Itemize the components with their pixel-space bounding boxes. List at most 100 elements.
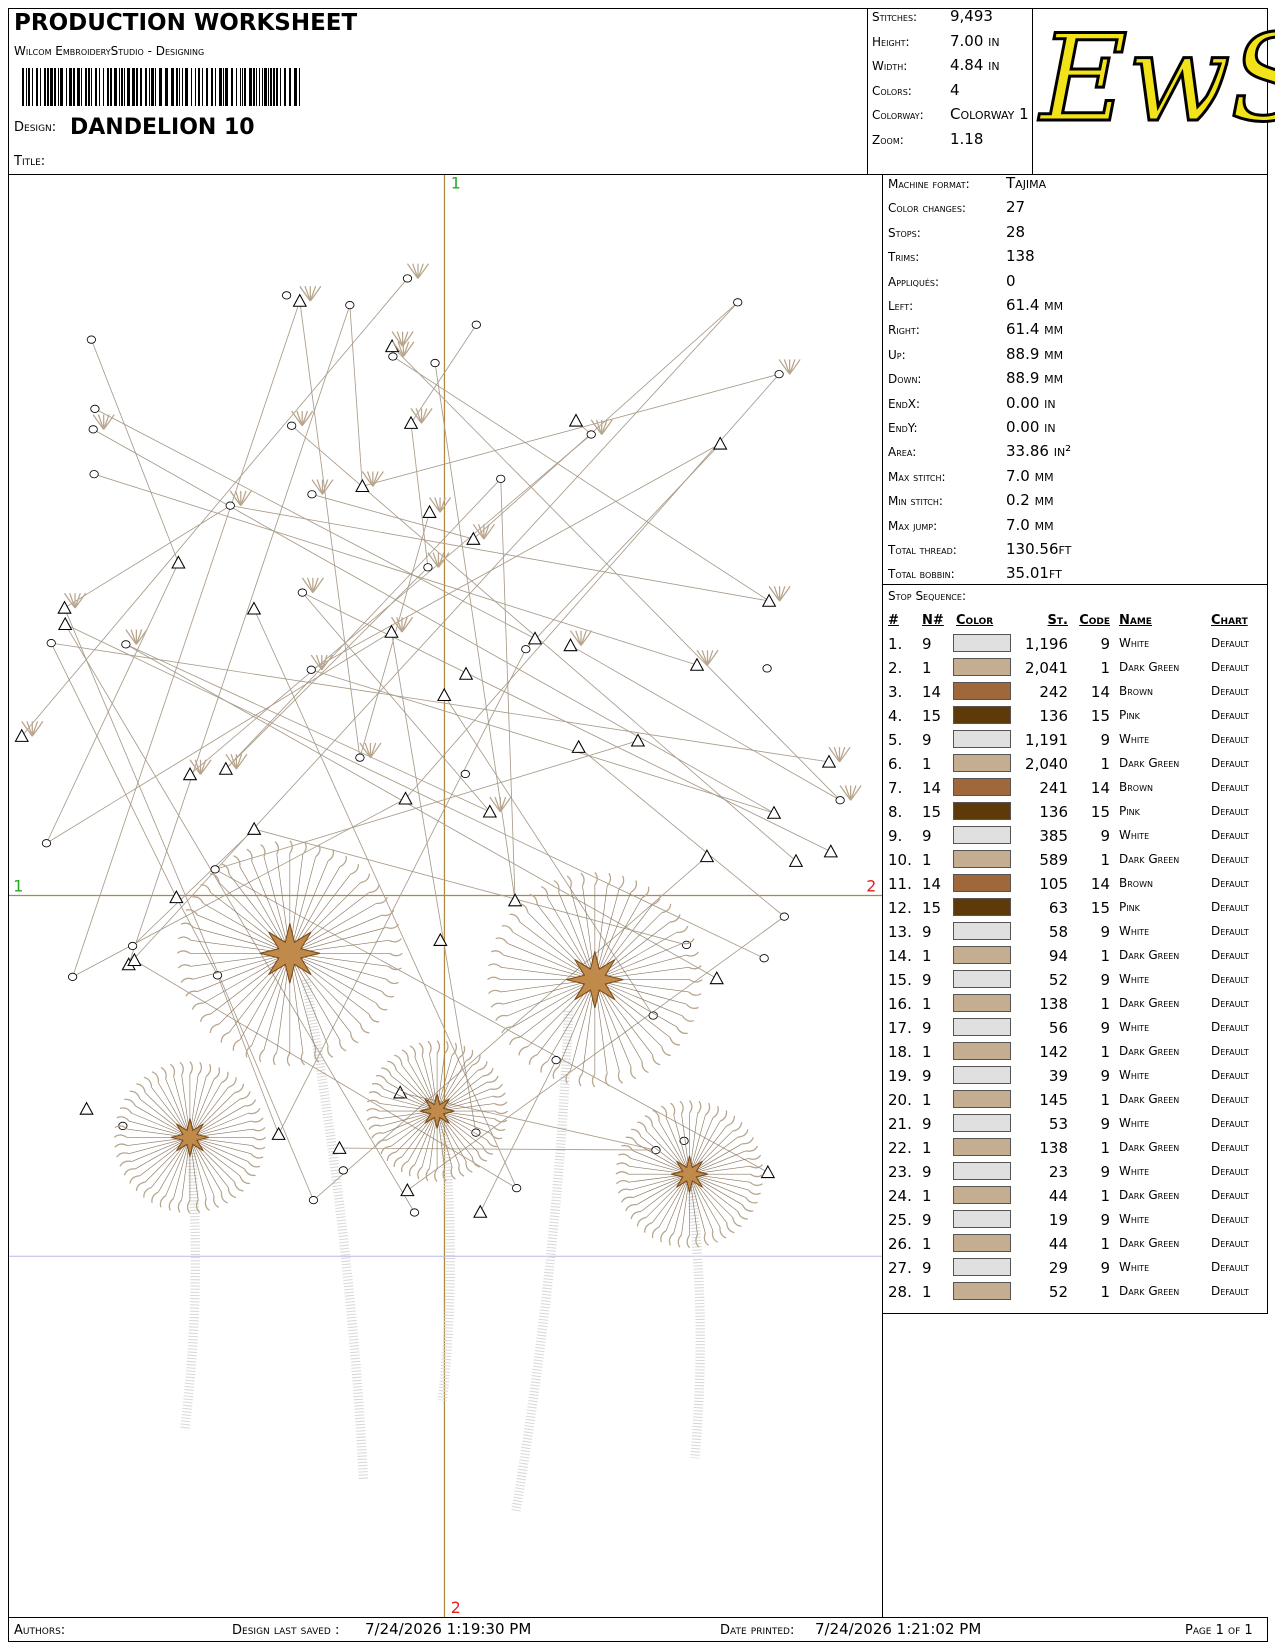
seed-tuft	[688, 991, 702, 996]
seed-tuft	[160, 1066, 167, 1080]
cell-needle: 14	[922, 875, 942, 893]
seed-stalk	[381, 1095, 438, 1112]
seed-stalk	[630, 1158, 690, 1175]
seed-tuft	[434, 497, 441, 513]
cell-needle: 14	[922, 683, 942, 701]
info-label: Color changes:	[888, 201, 966, 216]
title: PRODUCTION WORKSHEET	[14, 10, 358, 36]
jump-line	[51, 642, 830, 763]
barcode-bar	[185, 68, 188, 106]
seed-tuft	[749, 1181, 763, 1187]
seed-tuft	[652, 1109, 660, 1122]
seed-stalk	[594, 979, 620, 1072]
stop-marker	[218, 761, 234, 775]
barcode-bar	[145, 68, 147, 106]
seed-stalk	[263, 856, 291, 954]
cell-num: 22.	[888, 1139, 912, 1157]
seed-tuft	[487, 976, 501, 981]
info-value: 61.4 mm	[1006, 296, 1064, 314]
seed-stalk	[128, 1137, 190, 1155]
barcode-bar	[127, 68, 130, 106]
stop-marker	[182, 767, 198, 781]
seed-stalk	[189, 1137, 249, 1162]
seed-stalk	[689, 1174, 714, 1231]
seed-stalk	[135, 1137, 191, 1170]
color-swatch	[953, 874, 1011, 892]
seed-tuft	[660, 1230, 667, 1243]
cell-stitches: 2,040	[1025, 755, 1068, 773]
seed-tuft	[494, 1101, 508, 1106]
jump-line	[407, 916, 785, 1191]
seed-stalk	[189, 1112, 249, 1138]
seed-tuft	[368, 1124, 382, 1130]
jump-line	[500, 478, 516, 901]
design-canvas: 1 1 2 2	[9, 175, 882, 1617]
trim-marker	[586, 430, 596, 439]
cell-needle: 15	[922, 803, 942, 821]
info-label: Area:	[888, 445, 917, 460]
jump-line	[175, 897, 218, 976]
seed-stalk	[636, 1143, 690, 1175]
seed-tuft	[143, 1186, 152, 1198]
barcode-bar	[223, 68, 224, 106]
seed-stalk	[436, 1060, 467, 1112]
seed-tuft	[304, 286, 311, 302]
stat-label: Colorway:	[872, 108, 924, 122]
cell-num: 26.	[888, 1235, 912, 1253]
seed-tuft	[239, 1091, 251, 1100]
seed-tuft	[706, 649, 719, 666]
cell-needle: 9	[922, 1259, 932, 1277]
seed-stalk	[436, 1081, 488, 1112]
seed-tuft	[31, 721, 39, 737]
cell-needle: 9	[922, 971, 932, 989]
seed-stalk	[381, 1110, 438, 1127]
cell-name: White	[1119, 636, 1150, 650]
barcode-bar	[264, 68, 267, 106]
seed-tuft	[575, 630, 582, 646]
barcode-bar	[284, 68, 286, 106]
trim-marker	[338, 1166, 348, 1175]
jump-line	[72, 300, 301, 978]
seed-stalk	[512, 979, 596, 1028]
trim-marker	[423, 563, 433, 572]
seed-tuft	[540, 1061, 548, 1073]
seed-tuft	[309, 286, 317, 302]
seed-tuft	[381, 1067, 392, 1077]
seed-tuft	[712, 1105, 719, 1119]
seed-stalk	[689, 1158, 749, 1175]
barcode-bar	[276, 68, 278, 106]
software: Wilcom EmbroideryStudio - Designing	[14, 44, 205, 58]
jump-line	[64, 623, 765, 959]
stop-marker	[292, 293, 307, 307]
seed-tuft	[314, 1049, 320, 1063]
seed-tuft	[368, 1091, 382, 1097]
seed-stalk	[689, 1143, 743, 1175]
cell-code: 14	[1090, 779, 1110, 797]
jump-line	[94, 408, 536, 640]
cell-num: 24.	[888, 1187, 912, 1205]
seed-tuft	[617, 1188, 631, 1194]
barcode-bar	[60, 68, 63, 106]
trim-marker	[759, 954, 769, 963]
color-swatch	[953, 994, 1011, 1012]
seed-tuft	[625, 1136, 638, 1144]
cell-chart: Default	[1211, 924, 1249, 938]
seed-stalk	[251, 953, 291, 1046]
info-label: Min stitch:	[888, 494, 943, 509]
footer-box	[8, 1617, 1268, 1642]
seed-tuft	[213, 1195, 220, 1208]
cell-num: 15.	[888, 971, 912, 989]
seed-stalk	[165, 1078, 191, 1138]
jump-line	[132, 828, 255, 947]
cell-needle: 1	[922, 1283, 932, 1301]
stop-marker	[171, 555, 186, 569]
jump-line	[64, 607, 314, 1201]
seed-stalk	[239, 866, 291, 954]
seed-tuft	[838, 746, 851, 763]
trim-marker	[521, 645, 531, 654]
seed-tuft	[472, 1055, 481, 1066]
seed-stalk	[507, 943, 595, 980]
seed-tuft	[773, 586, 781, 602]
seed-tuft	[615, 1171, 629, 1175]
barcode-bar	[99, 68, 100, 106]
